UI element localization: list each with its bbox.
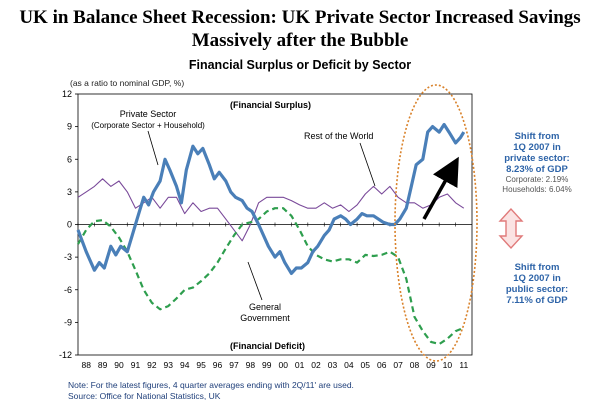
x-tick-label: 91 (131, 360, 141, 370)
government-label-pointer (247, 261, 263, 301)
private-shift-line-2: 1Q 2007 in (513, 142, 561, 153)
row-label-pointer (359, 142, 376, 187)
y-tick-label: -3 (64, 252, 72, 262)
x-tick-label: 89 (98, 360, 108, 370)
x-tick-label: 98 (246, 360, 256, 370)
private-shift-line-3: private sector: (504, 153, 570, 164)
private-label-pointer (147, 130, 159, 166)
upward-arrow (422, 156, 459, 220)
x-tick-label: 94 (180, 360, 190, 370)
y-tick-label: 12 (62, 89, 72, 99)
public-shift-line-4: 7.11% of GDP (506, 295, 568, 306)
x-tick-label: 95 (196, 360, 206, 370)
source-note: Source: Office for National Statistics, … (68, 391, 221, 401)
general-government-line (77, 207, 465, 346)
x-tick-label: 04 (344, 360, 354, 370)
deficit-annotation: (Financial Deficit) (230, 341, 305, 351)
public-shift-line-1: Shift from (514, 262, 560, 273)
y-tick-label: -12 (59, 350, 72, 360)
footnote: Note: For the latest figures, 4 quarter … (68, 380, 354, 390)
x-tick-label: 96 (213, 360, 223, 370)
x-tick-label: 92 (147, 360, 157, 370)
private-shift-note: Shift from 1Q 2007 in private sector: 8.… (478, 131, 596, 195)
y-tick-label: 6 (67, 154, 72, 164)
x-tick-label: 05 (361, 360, 371, 370)
y-tick-label: 3 (67, 187, 72, 197)
x-tick-label: 07 (393, 360, 403, 370)
x-tick-label: 08 (410, 360, 420, 370)
x-tick-label: 02 (311, 360, 321, 370)
x-tick-label: 06 (377, 360, 387, 370)
private-shift-corporate: Corporate: 2.19% (505, 175, 569, 184)
y-tick-label: 0 (67, 220, 72, 230)
x-tick-label: 11 (459, 360, 468, 370)
main-title-line-1: UK in Balance Sheet Recession: UK Privat… (19, 7, 581, 28)
government-label-1: General (249, 302, 281, 312)
private-sector-sublabel: (Corporate Sector + Household) (91, 121, 205, 130)
rest-of-world-label: Rest of the World (304, 131, 373, 141)
x-tick-label: 00 (278, 360, 288, 370)
y-tick-label: 9 (67, 122, 72, 132)
private-shift-households: Households: 6.04% (502, 185, 572, 194)
public-shift-note: Shift from 1Q 2007 in public sector: 7.1… (478, 262, 596, 306)
y-unit-note: (as a ratio to nominal GDP, %) (70, 78, 185, 88)
private-shift-line-1: Shift from (514, 131, 560, 142)
x-tick-label: 88 (81, 360, 91, 370)
chart-title: Financial Surplus or Deficit by Sector (188, 58, 412, 72)
x-tick-label: 99 (262, 360, 272, 370)
public-shift-line-3: public sector: (505, 284, 569, 295)
x-tick-label: 09 (426, 360, 436, 370)
x-tick-label: 03 (328, 360, 338, 370)
x-tick-label: 01 (295, 360, 305, 370)
private-sector-line (76, 122, 466, 275)
private-sector-label: Private Sector (120, 109, 177, 119)
surplus-annotation: (Financial Surplus) (230, 100, 311, 110)
x-tick-label: 97 (229, 360, 239, 370)
public-shift-line-2: 1Q 2007 in (513, 273, 561, 284)
x-tick-label: 93 (164, 360, 174, 370)
private-shift-line-4: 8.23% of GDP (506, 164, 568, 175)
double-arrow-icon (498, 207, 524, 250)
highlight-oval (394, 84, 478, 362)
x-tick-label: 90 (114, 360, 124, 370)
y-tick-label: -9 (64, 317, 72, 327)
government-label-2: Government (240, 313, 290, 323)
x-tick-label: 10 (443, 360, 453, 370)
y-tick-label: -6 (64, 285, 72, 295)
main-title-line-2: Massively after the Bubble (191, 30, 409, 51)
